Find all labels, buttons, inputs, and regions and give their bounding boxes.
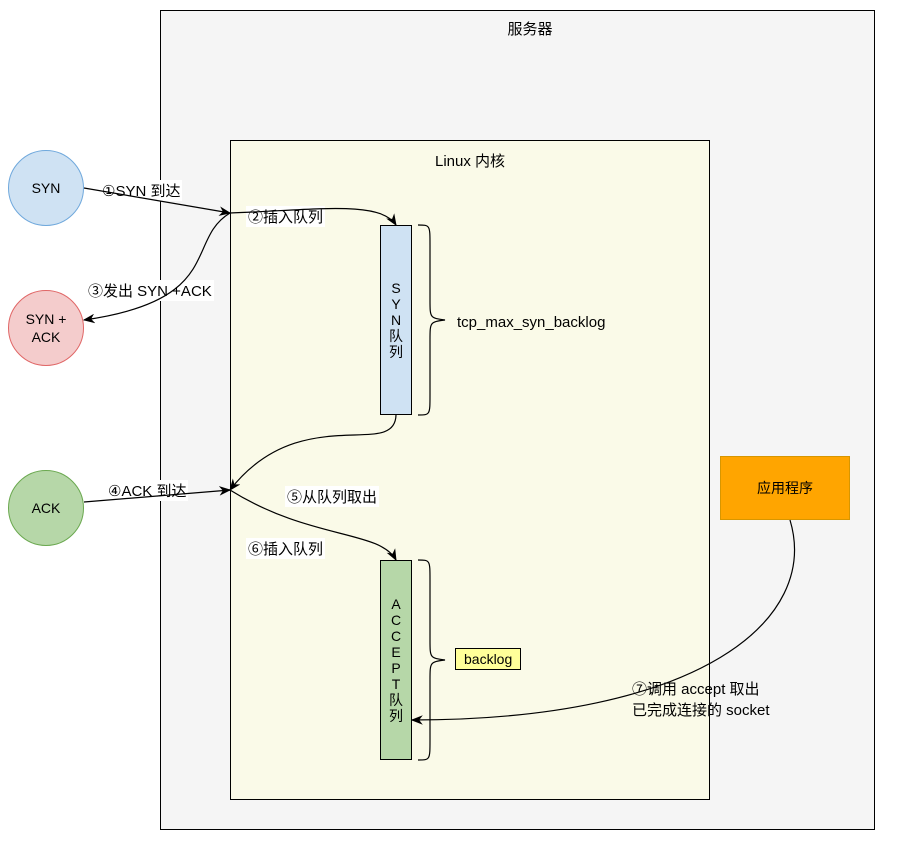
app-box: 应用程序 — [720, 456, 850, 520]
backlog-label: backlog — [464, 651, 512, 667]
backlog-label-box: backlog — [455, 648, 521, 670]
ack-circle: ACK — [8, 470, 84, 546]
syn-queue-label: S Y N 队 列 — [389, 280, 403, 360]
step-1-label: ①SYN 到达 — [100, 180, 182, 201]
accept-queue-label: A C C E P T 队 列 — [389, 596, 403, 725]
app-box-label: 应用程序 — [757, 478, 813, 498]
step-5-label: ⑤从队列取出 — [285, 486, 379, 507]
server-title: 服务器 — [470, 18, 590, 39]
step-3-label: ③发出 SYN +ACK — [86, 280, 214, 301]
synack-circle: SYN + ACK — [8, 290, 84, 366]
synack-circle-label: SYN + ACK — [26, 310, 67, 346]
step-4-label: ④ACK 到达 — [106, 480, 188, 501]
kernel-title: Linux 内核 — [400, 150, 540, 171]
syn-queue: S Y N 队 列 — [380, 225, 412, 415]
syn-circle: SYN — [8, 150, 84, 226]
ack-circle-label: ACK — [32, 499, 61, 517]
step-6-label: ⑥插入队列 — [246, 538, 325, 559]
step-2-label: ②插入队列 — [246, 206, 325, 227]
accept-queue: A C C E P T 队 列 — [380, 560, 412, 760]
syn-backlog-label: tcp_max_syn_backlog — [455, 314, 607, 331]
step-7-label: ⑦调用 accept 取出 已完成连接的 socket — [630, 678, 772, 720]
syn-circle-label: SYN — [32, 179, 61, 197]
